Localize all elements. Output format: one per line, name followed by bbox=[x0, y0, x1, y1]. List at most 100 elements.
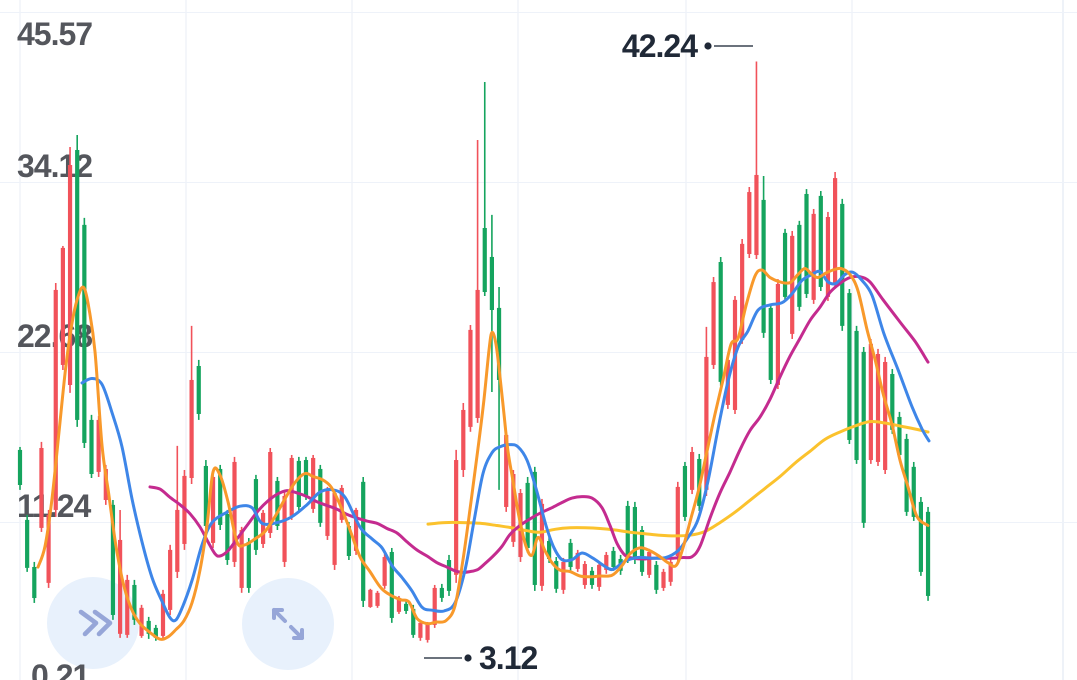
candle-body bbox=[146, 620, 151, 634]
candle-body bbox=[840, 203, 845, 326]
candle-body bbox=[925, 511, 931, 596]
candle-body bbox=[482, 227, 487, 293]
candle-body bbox=[389, 551, 394, 618]
candle-body bbox=[854, 330, 859, 461]
candle-body bbox=[718, 262, 723, 382]
candle-body bbox=[496, 307, 502, 380]
candle-body bbox=[17, 449, 23, 485]
candle-body bbox=[790, 235, 795, 334]
candle-body bbox=[39, 447, 44, 528]
candle-body bbox=[282, 495, 287, 562]
candle-body bbox=[60, 247, 65, 365]
candle-body bbox=[804, 193, 809, 294]
candles-layer bbox=[17, 61, 931, 643]
candle-body bbox=[525, 482, 530, 548]
collapse-panel-button[interactable] bbox=[47, 577, 139, 669]
candle-body bbox=[425, 623, 430, 640]
candle-body bbox=[811, 213, 816, 300]
candle-body bbox=[411, 608, 416, 635]
y-axis-label: 45.57 bbox=[17, 16, 92, 52]
expand-chart-button[interactable] bbox=[242, 578, 334, 670]
candle-body bbox=[153, 627, 158, 638]
candle-body bbox=[175, 509, 180, 572]
candle-body bbox=[168, 549, 173, 610]
candle-body bbox=[182, 475, 187, 544]
candle-body bbox=[353, 509, 359, 551]
candle-body bbox=[918, 501, 923, 572]
candle-body bbox=[32, 566, 37, 599]
candle-body bbox=[725, 359, 730, 405]
ma-lines-layer bbox=[36, 266, 931, 641]
candle-body bbox=[382, 557, 387, 586]
candle-body bbox=[532, 471, 537, 585]
candle-body bbox=[890, 374, 895, 430]
candle-body bbox=[275, 480, 280, 526]
candle-body bbox=[539, 503, 545, 586]
candle-body bbox=[203, 465, 208, 526]
high-price-label: 42.24 bbox=[622, 28, 698, 64]
candle-body bbox=[475, 289, 480, 418]
candle-body bbox=[825, 216, 831, 297]
high-marker-dot bbox=[704, 42, 712, 50]
candle-body bbox=[232, 461, 237, 562]
candle-body bbox=[46, 514, 51, 583]
ma-medium-orange-line bbox=[36, 266, 930, 641]
candle-body bbox=[589, 570, 595, 585]
candle-body bbox=[732, 299, 738, 410]
candle-body bbox=[697, 458, 702, 506]
candle-body bbox=[311, 457, 316, 509]
candle-body bbox=[404, 603, 409, 611]
candle-body bbox=[504, 434, 509, 507]
candle-body bbox=[418, 622, 423, 638]
candle-body bbox=[289, 457, 294, 516]
candle-body bbox=[346, 525, 351, 556]
candle-body bbox=[246, 541, 251, 588]
candle-body bbox=[461, 409, 466, 470]
candle-body bbox=[332, 493, 337, 565]
candle-body bbox=[547, 540, 552, 559]
candle-body bbox=[861, 351, 866, 523]
candle-body bbox=[96, 419, 101, 472]
candle-body bbox=[446, 560, 452, 591]
candle-body bbox=[489, 256, 494, 310]
y-axis-label: 11.24 bbox=[17, 488, 92, 524]
candle-body bbox=[432, 587, 437, 625]
candle-body bbox=[89, 419, 94, 474]
candle-body bbox=[361, 481, 366, 601]
candle-body bbox=[754, 174, 759, 256]
candle-body bbox=[218, 468, 223, 525]
candle-body bbox=[554, 561, 559, 589]
candle-body bbox=[296, 460, 301, 507]
candle-body bbox=[25, 519, 30, 568]
candle-body bbox=[775, 283, 780, 386]
candle-body bbox=[468, 329, 473, 427]
candle-body bbox=[704, 356, 709, 490]
candle-body bbox=[103, 468, 108, 500]
candle-body bbox=[225, 513, 230, 561]
candle-body bbox=[189, 379, 194, 479]
candle-body bbox=[261, 512, 266, 544]
candle-body bbox=[303, 460, 309, 496]
candle-body bbox=[818, 195, 823, 287]
candle-body bbox=[511, 473, 516, 542]
candle-body bbox=[883, 361, 888, 470]
y-axis-label: 22.68 bbox=[17, 318, 92, 354]
candle-body bbox=[797, 224, 802, 307]
candle-body bbox=[897, 416, 902, 455]
candle-body bbox=[575, 552, 580, 569]
candle-body bbox=[639, 529, 645, 572]
candle-body bbox=[768, 307, 773, 380]
candle-body bbox=[647, 551, 652, 575]
candle-body bbox=[875, 353, 881, 462]
candle-body bbox=[661, 571, 666, 588]
candle-body bbox=[604, 554, 609, 570]
candle-body bbox=[375, 592, 380, 606]
candle-body bbox=[67, 165, 73, 386]
expand-arrows-icon bbox=[272, 608, 304, 640]
ma-short-blue-line bbox=[80, 269, 931, 623]
low-price-label: 3.12 bbox=[479, 640, 537, 676]
candle-body bbox=[761, 199, 766, 333]
candle-body bbox=[847, 293, 852, 440]
candle-body bbox=[53, 289, 58, 510]
